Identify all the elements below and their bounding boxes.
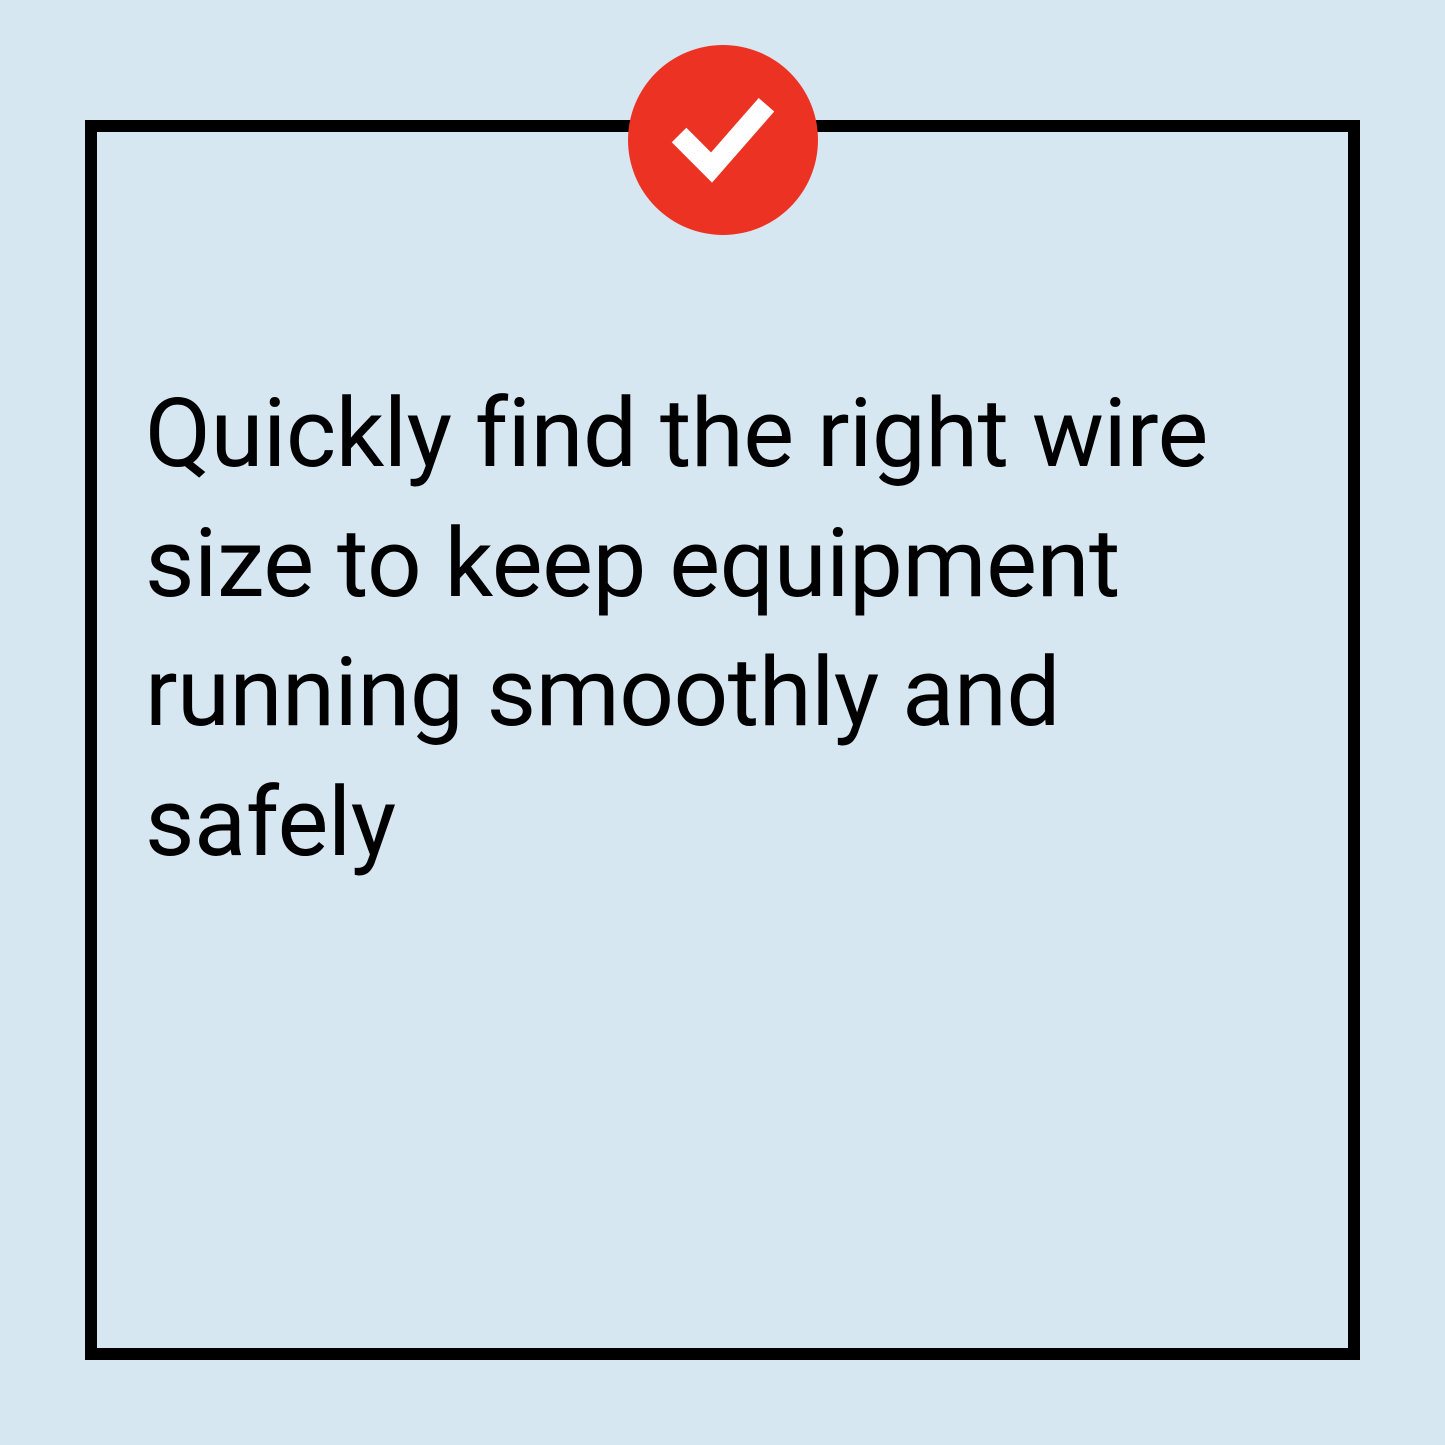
checkmark-badge [628, 45, 818, 235]
card-body-text: Quickly find the right wire size to keep… [145, 370, 1300, 888]
checkmark-icon [668, 85, 778, 195]
